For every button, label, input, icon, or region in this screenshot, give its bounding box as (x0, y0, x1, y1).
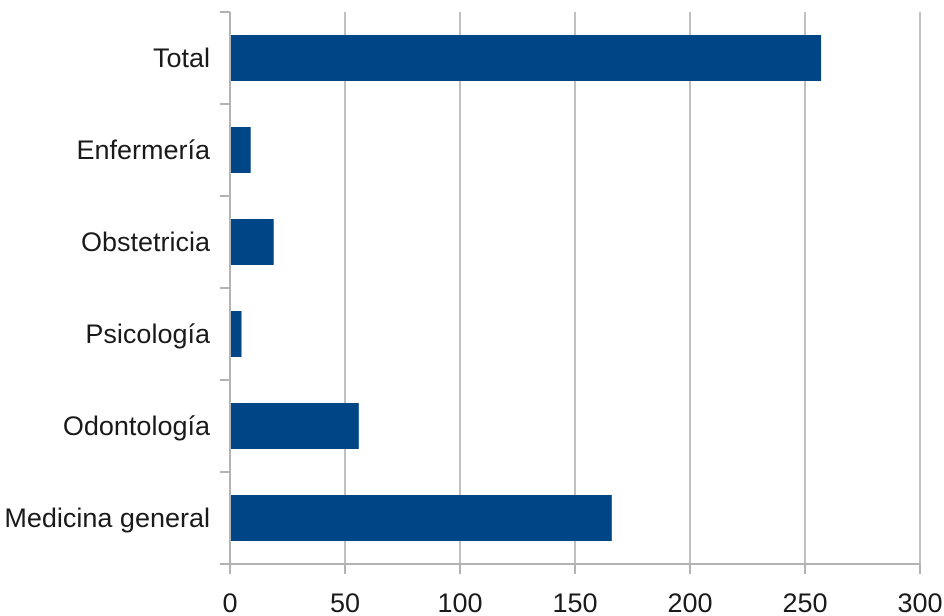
x-tick-label-200: 200 (667, 588, 712, 616)
x-tick-label-150: 150 (552, 588, 597, 616)
category-label-odontología: Odontología (63, 411, 211, 441)
axes (220, 11, 921, 574)
x-tick-label-50: 50 (330, 588, 360, 616)
category-label-enfermería: Enfermería (76, 135, 211, 165)
bar-odontología (230, 403, 359, 449)
x-tick-label-300: 300 (897, 588, 942, 616)
x-tick-label-0: 0 (222, 588, 237, 616)
bar-psicología (230, 311, 242, 357)
category-label-psicología: Psicología (85, 319, 211, 349)
category-label-total: Total (153, 43, 210, 73)
bar-medicina-general (230, 495, 612, 541)
bar-enfermería (230, 127, 251, 173)
x-tick-label-250: 250 (782, 588, 827, 616)
bars (230, 35, 822, 541)
labels: 0 50 100 150 200 250 300 Total Enfermería Obstetr… (4, 43, 942, 616)
x-tick-label-100: 100 (437, 588, 482, 616)
category-label-obstetricia: Obstetricia (81, 227, 211, 257)
bar-total (230, 35, 822, 81)
bar-obstetricia (230, 219, 274, 265)
grid (344, 12, 921, 564)
category-label-medicina-general: Medicina general (4, 503, 210, 533)
